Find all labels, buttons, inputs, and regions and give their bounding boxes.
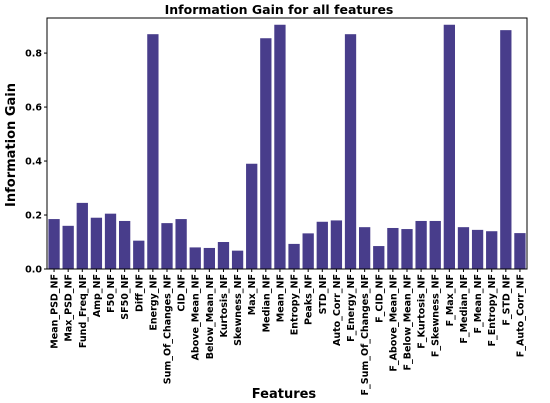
bar-F_Sum_Of_Changes_NF [359,227,371,269]
x-tick-label: F_Sum_Of_Changes_NF [360,274,371,395]
bar-F_Auto_Corr_NF [514,233,526,269]
bar-Energy_NF [147,34,159,269]
bar-Amp_NF [90,217,103,269]
bar-F_Below_Mean_NF [401,229,413,269]
chart-title: Information Gain for all features [165,2,394,17]
x-tick-label: CID_NF [177,274,188,312]
x-tick-label: STD_NF [318,274,329,314]
bar-Max_PSD_NF [62,225,74,269]
y-tick-label: 0.2 [25,211,42,222]
x-tick-label: F_Median_NF [459,274,470,344]
x-tick-label: Energy_NF [148,274,159,331]
bar-Fund_Freq_NF [76,202,88,269]
x-tick-label: F_Below_Mean_NF [403,274,414,371]
x-tick-label: Entropy_NF [290,274,301,335]
x-tick-label: Sum_Of_Changes_NF [163,274,174,384]
bar-Peaks_NF [302,233,314,269]
x-ticks-group: Mean_PSD_NF Max_PSD_NF Fund_Freq_NF Amp_NF F… [50,269,526,395]
bar-F_Above_Mean_NF [387,227,399,269]
x-tick-label: Below_Mean_NF [205,274,216,359]
bar-Entropy_NF [288,243,300,269]
x-tick-label: Fund_Freq_NF [78,274,89,348]
x-tick-label: F_Entropy_NF [487,274,498,346]
x-tick-label: Mean_NF [275,274,286,322]
y-ticks-group: 0.0 0.2 0.4 0.6 0.8 [25,49,47,276]
bar-SF50_NF [119,220,131,269]
bar-F_Max_NF [443,24,455,269]
x-tick-label: SF50_NF [120,274,131,320]
x-tick-label: F_Kurtosis_NF [417,274,428,349]
x-tick-label: Above_Mean_NF [191,274,202,360]
x-tick-label: Max_NF [247,274,258,315]
bar-Kurtosis_NF [217,242,230,269]
bar-Diff_NF [133,240,145,269]
bar-F_Mean_NF [471,229,484,269]
bar-F_Kurtosis_NF [415,220,427,269]
bar-STD_NF [316,221,328,269]
plot-frame [46,17,528,270]
bar-F_STD_NF [500,30,512,270]
x-tick-label: Kurtosis_NF [219,274,230,337]
bar-F50_NF [104,213,117,269]
bar-F_Energy_NF [344,34,357,269]
bars-group [48,24,526,270]
x-tick-label: Max_PSD_NF [64,274,75,342]
bar-Above_Mean_NF [189,247,201,269]
bar-Auto_Corr_NF [330,220,343,269]
x-tick-label: F_Above_Mean_NF [388,274,399,372]
bar-CID_NF [175,219,187,269]
bar-Below_Mean_NF [203,247,215,269]
x-tick-label: Mean_PSD_NF [50,274,61,349]
bar-Mean_NF [274,24,286,269]
bar-F_Median_NF [457,227,470,269]
x-tick-label: F_Max_NF [445,274,456,326]
x-tick-label: F50_NF [106,274,117,313]
x-tick-label: Peaks_NF [304,274,315,325]
x-tick-label: F_Auto_Corr_NF [515,274,526,357]
x-tick-label: Skewness_NF [233,274,244,346]
x-tick-label: F_Mean_NF [473,274,484,334]
x-axis-label: Features [252,387,317,402]
bar-Mean_PSD_NF [48,219,60,269]
bar-Sum_Of_Changes_NF [161,223,173,269]
bar-Max_NF [246,163,258,269]
x-tick-label: Diff_NF [134,274,145,312]
x-tick-label: F_Energy_NF [346,274,357,342]
bar-Skewness_NF [231,250,244,269]
x-tick-label: F_STD_NF [501,274,512,326]
y-tick-label: 0.8 [25,49,42,60]
x-tick-label: F_Skewness_NF [431,274,442,357]
y-axis-label: Information Gain [4,83,19,207]
bar-F_Entropy_NF [486,231,498,269]
bar-Median_NF [260,38,272,269]
y-tick-label: 0.0 [25,265,42,276]
y-tick-label: 0.6 [25,103,42,114]
bar-F_Skewness_NF [429,220,441,269]
x-tick-label: Amp_NF [92,274,103,317]
x-tick-label: Auto_Corr_NF [332,274,343,346]
y-tick-label: 0.4 [25,157,42,168]
x-tick-label: Median_NF [261,274,272,332]
bar-F_CID_NF [373,246,385,269]
x-tick-label: F_CID_NF [374,274,385,323]
